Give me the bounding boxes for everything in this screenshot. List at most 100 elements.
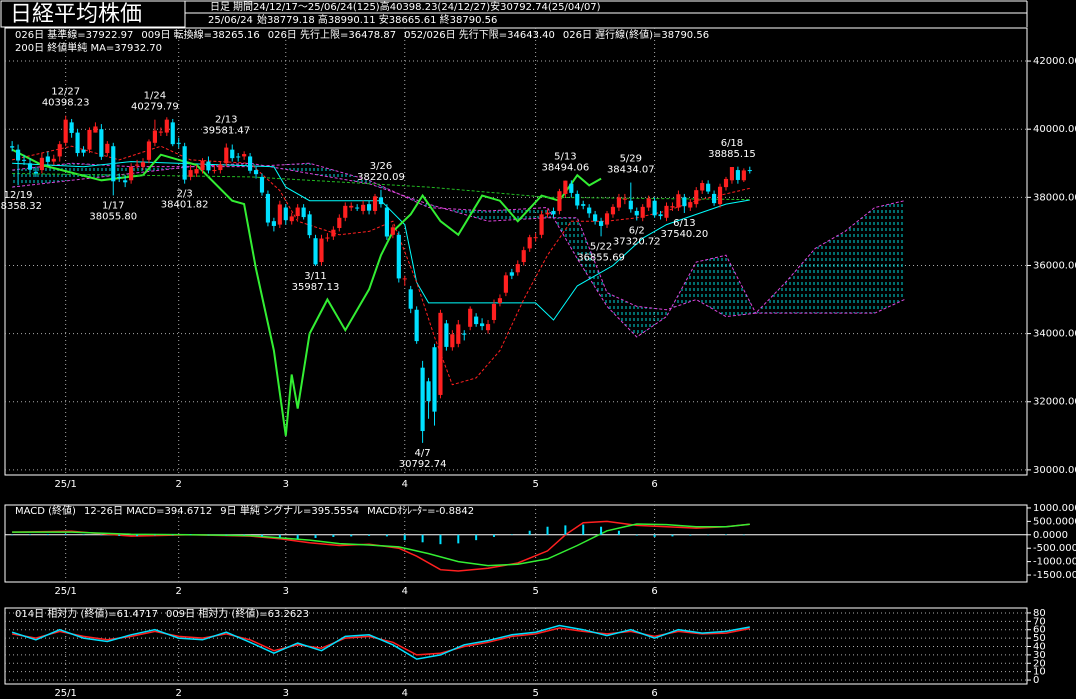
histogram-bar	[350, 534, 353, 537]
candle-body	[634, 210, 639, 216]
candle-body	[224, 147, 229, 164]
candle-body	[598, 221, 604, 226]
x-tick-label: 2	[176, 479, 182, 490]
candle-body	[319, 238, 324, 263]
candle-body	[349, 205, 354, 208]
histogram-bar	[439, 534, 442, 545]
candle-body	[230, 149, 235, 159]
annotation-date: 6/13	[673, 218, 695, 229]
candle-body	[343, 205, 348, 218]
histogram-bar	[28, 534, 31, 535]
candle-body	[593, 214, 598, 222]
annotation-value: 39581.47	[202, 125, 250, 136]
candle-body	[331, 229, 336, 237]
candle-body	[206, 161, 211, 171]
candle-body	[301, 207, 306, 218]
candle-body	[539, 214, 544, 235]
candle-body	[563, 180, 568, 194]
histogram-bar	[153, 534, 156, 536]
candle-body	[146, 141, 152, 160]
candle-body	[289, 216, 294, 222]
ohlc: 始38779.18 高38990.11 安38665.61 終38790.56	[257, 13, 497, 26]
histogram-bar	[510, 534, 513, 535]
y-tick-label: 38000.00	[1033, 192, 1076, 203]
histogram-bar	[314, 534, 317, 538]
candle-body	[682, 197, 687, 207]
candle-body	[444, 323, 449, 347]
annotation-date: 4/7	[415, 448, 431, 459]
candle-body	[575, 193, 580, 206]
histogram-bar	[635, 534, 638, 536]
x-tick-label: 5	[532, 688, 538, 699]
x-tick-label: 2	[176, 688, 182, 699]
histogram-bar	[82, 534, 85, 535]
histogram-bar	[385, 534, 388, 537]
y-tick-label: 20	[1033, 658, 1046, 669]
y-tick-label: 40000.00	[1033, 124, 1076, 135]
candle-body	[45, 156, 50, 162]
candle-body	[194, 169, 199, 174]
candle-body	[57, 144, 62, 157]
candle-body	[99, 129, 104, 157]
candle-body	[176, 142, 181, 144]
legend-entry: 052/026日 先行下限=34643.40	[404, 28, 555, 41]
x-tick-label: 25/1	[54, 479, 76, 490]
histogram-bar	[617, 530, 620, 535]
candle-body	[253, 170, 259, 175]
candle-body	[664, 205, 669, 218]
y-tick-label: 30000.00	[1033, 465, 1076, 476]
histogram-bar	[189, 534, 192, 536]
candle-body	[51, 158, 56, 162]
histogram-bar	[332, 534, 335, 537]
candle-body	[39, 157, 44, 171]
annotation-date: 5/13	[554, 151, 576, 162]
candle-body	[295, 207, 300, 217]
candle-body	[729, 167, 735, 181]
x-tick-label: 3	[283, 586, 289, 597]
annotation-value: 35987.13	[292, 282, 340, 293]
candle-body	[503, 275, 508, 293]
histogram-bar	[136, 534, 139, 537]
y-tick-label: 500.0000	[1033, 516, 1076, 527]
candle-body	[717, 186, 723, 205]
candle-body	[604, 213, 610, 225]
legend-entry: 200日 終値単純 MA=37932.70	[15, 41, 162, 54]
candle-body	[628, 200, 633, 210]
histogram-bar	[528, 530, 531, 535]
overlay-line	[12, 161, 750, 321]
candle-body	[438, 312, 443, 395]
legend-entry: MACDｵｼﾚｰﾀｰ=-0.8842	[367, 505, 474, 517]
candle-body	[10, 146, 15, 148]
histogram-bar	[475, 534, 478, 541]
histogram-bar	[296, 534, 299, 539]
y-tick-label: 32000.00	[1033, 397, 1076, 408]
histogram-bar	[724, 534, 727, 536]
candle-body	[16, 149, 21, 161]
annotation-value: 37320.72	[613, 236, 661, 247]
annotation-date: 12/27	[51, 87, 80, 98]
candle-body	[170, 122, 175, 145]
annotation-date: 3/26	[370, 161, 392, 172]
x-tick-label: 4	[402, 688, 408, 699]
candle-body	[622, 198, 627, 200]
histogram-bar	[64, 533, 67, 535]
candle-body	[456, 324, 461, 344]
candle-body	[432, 347, 437, 412]
histogram-bar	[368, 534, 371, 536]
candle-body	[75, 132, 80, 154]
candle-body	[694, 190, 699, 205]
candle-body	[63, 119, 68, 143]
histogram-bar	[421, 534, 424, 543]
candle-body	[158, 131, 163, 133]
chart-title: 日経平均株価	[10, 2, 142, 27]
candle-body	[105, 143, 110, 154]
histogram-bar	[564, 525, 567, 535]
legend-entry: 026日 遅行線(終値)=38790.56	[563, 28, 709, 41]
legend-entry: 12-26日 MACD=394.6712	[84, 506, 212, 517]
y-tick-label: -500.0000	[1033, 543, 1076, 554]
candle-body	[480, 323, 485, 327]
candle-body	[735, 170, 740, 180]
candle-body	[468, 308, 473, 327]
candle-body	[307, 214, 312, 236]
y-tick-label: 70	[1033, 616, 1046, 627]
